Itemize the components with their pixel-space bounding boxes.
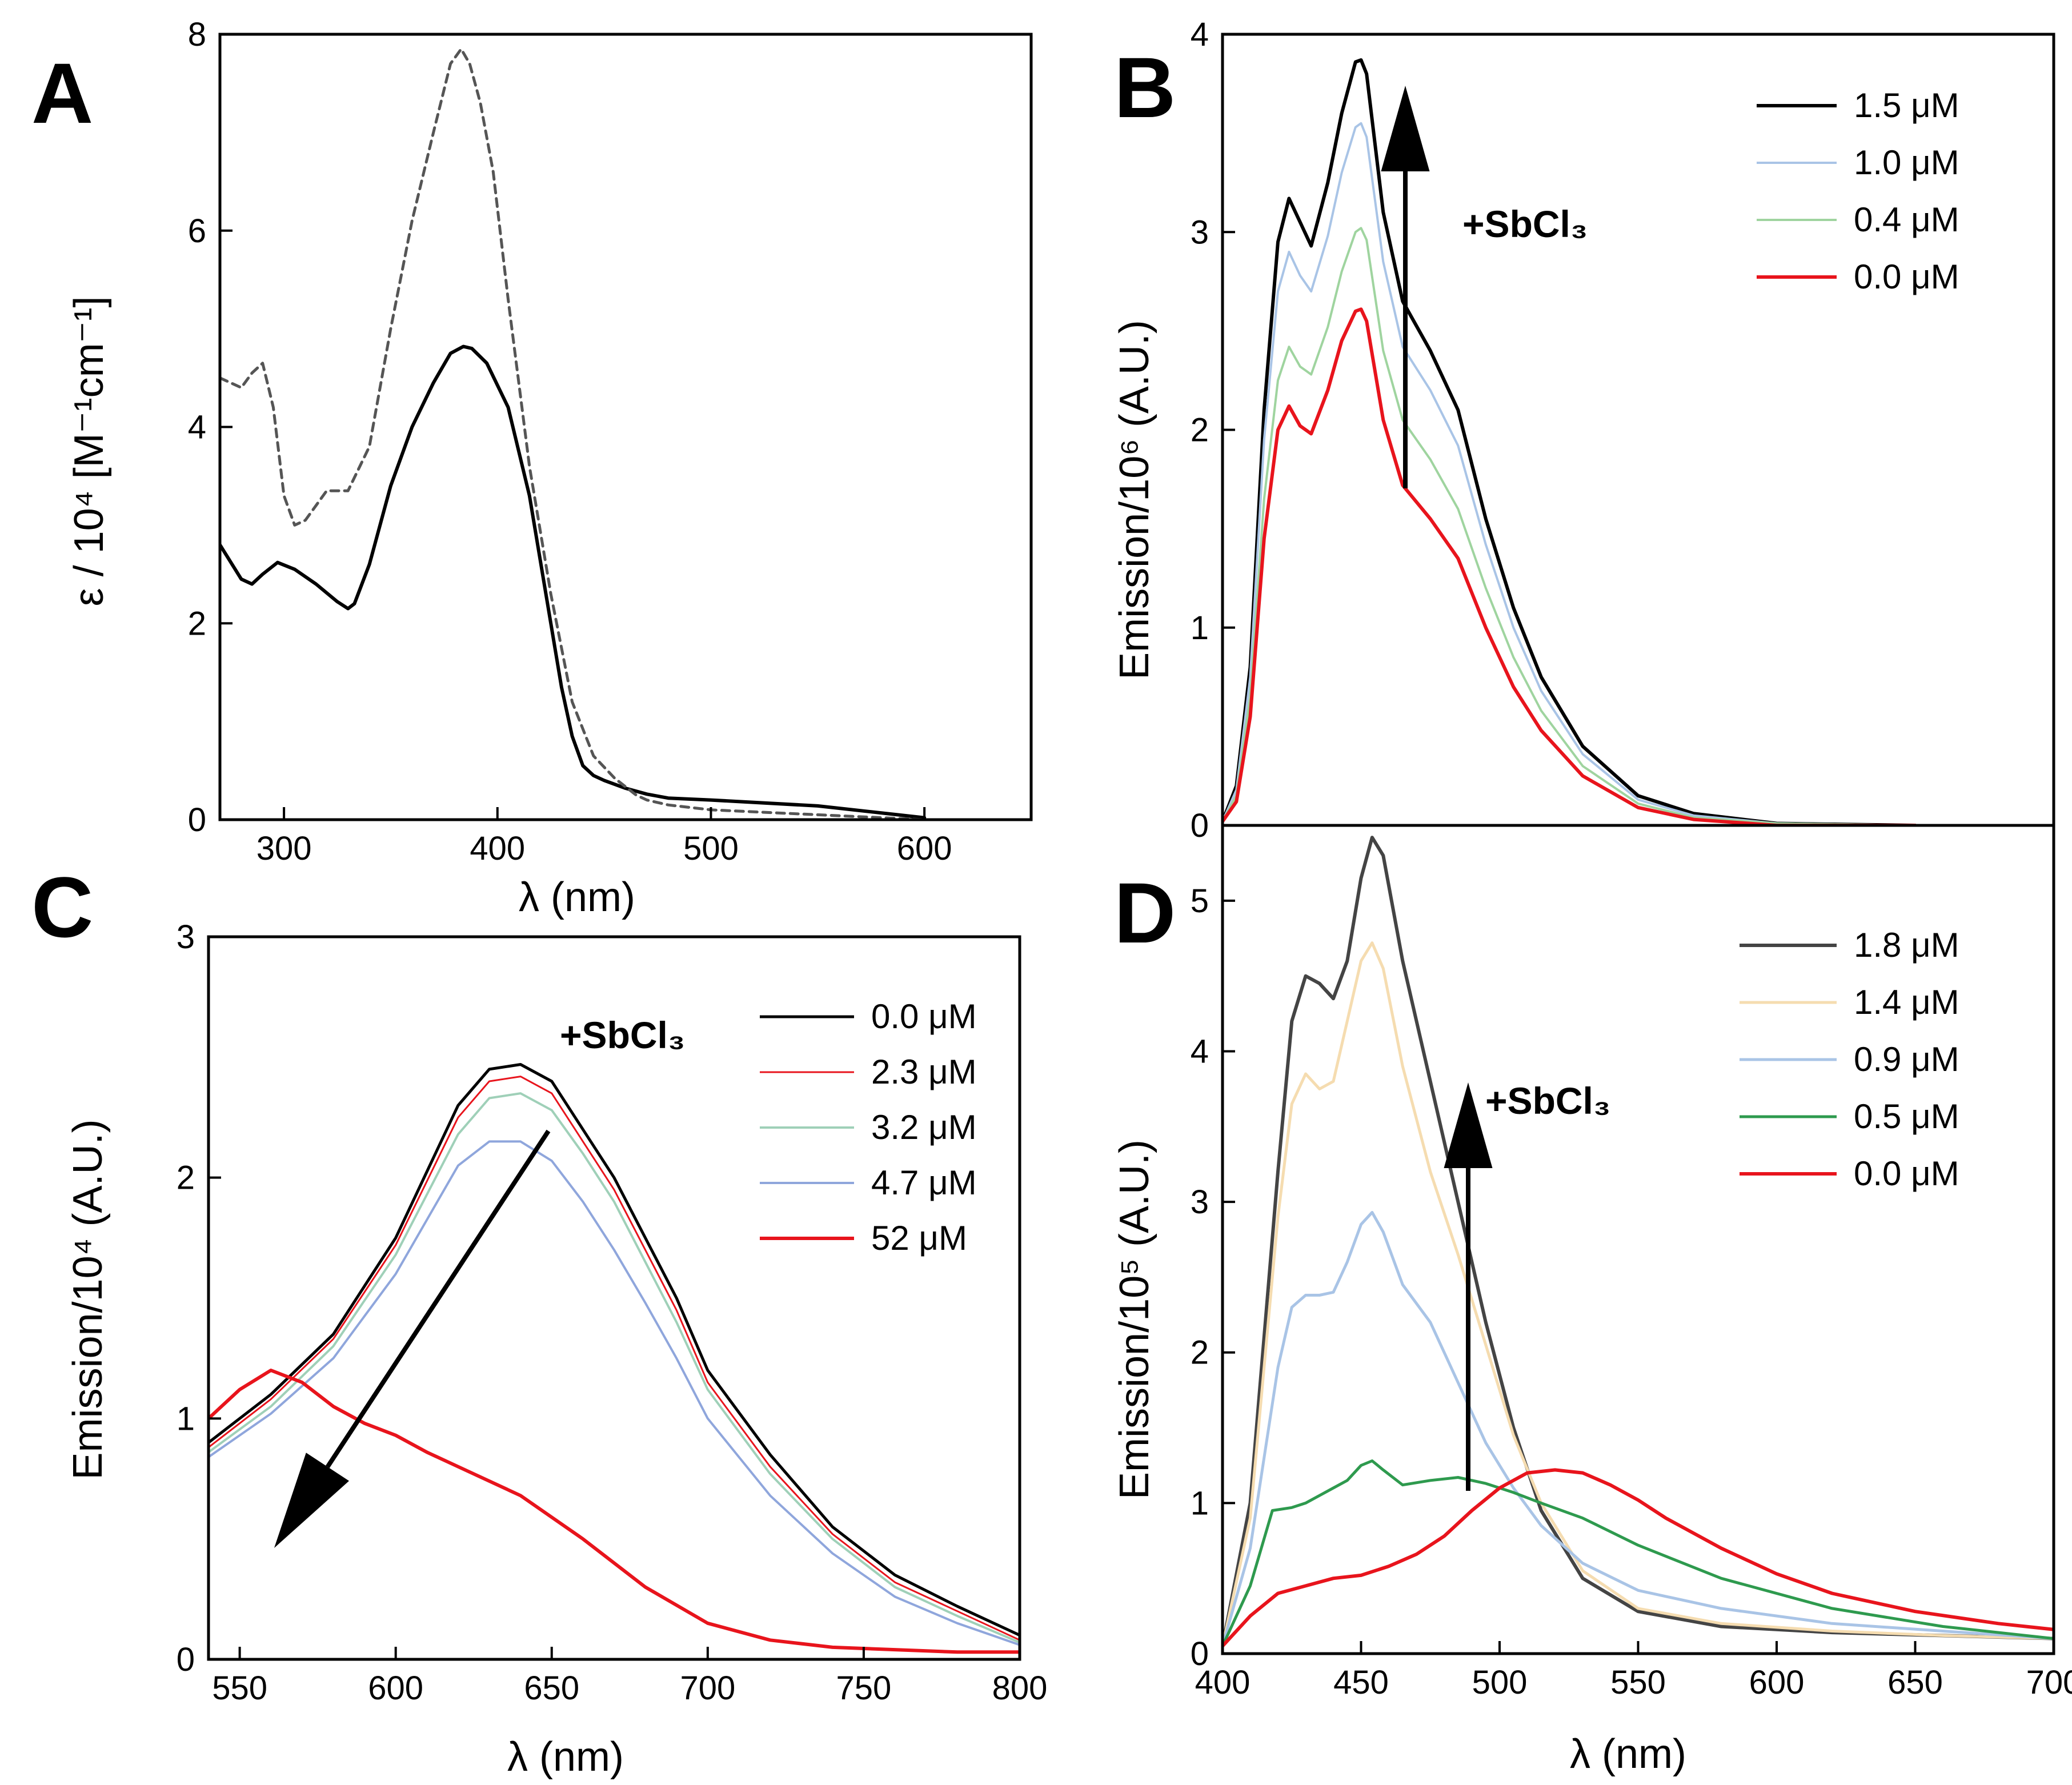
- chart-d-series-2: [1223, 941, 2054, 1648]
- panel-letter-a: A: [31, 45, 93, 141]
- chart-a-xtick-label: 500: [683, 830, 739, 867]
- chart-b-arrow-icon: [1381, 86, 1430, 488]
- chart-b-ytick-label: 2: [1191, 412, 1209, 449]
- panel-letter-c: C: [31, 859, 93, 955]
- chart-a-frame: [218, 33, 1033, 821]
- chart-d-xtick-label: 650: [1887, 1664, 1943, 1701]
- chart-b-series-4: [1223, 307, 1917, 825]
- chart-c-xtick-label: 600: [368, 1670, 423, 1707]
- chart-c-series-1: [209, 1063, 1020, 1637]
- chart-c: 550 600 650 700 750 800 0 1 2 3 0.0 μM 2.3 μM 3.2 μM…: [177, 918, 1048, 1707]
- chart-d-legend-label: 0.0 μM: [1854, 1154, 1959, 1193]
- chart-c-legend-label: 4.7 μM: [871, 1164, 977, 1202]
- chart-c-ytick-label: 3: [177, 918, 195, 956]
- chart-d-legend-label: 0.9 μM: [1854, 1040, 1959, 1078]
- chart-a: 300 400 500 600 0 2 4 6 8: [188, 16, 1033, 867]
- chart-c-series-2: [209, 1076, 1020, 1641]
- chart-d-ytick-label: 5: [1191, 883, 1209, 920]
- chart-c-annotation: +SbCl₃: [560, 1014, 685, 1056]
- chart-c-xtick-label: 800: [992, 1670, 1048, 1707]
- chart-a-series-1: [220, 344, 927, 820]
- chart-c-ylabel: Emission/10⁴ (A.U.): [65, 1119, 111, 1479]
- chart-c-arrow-icon: [274, 1129, 551, 1548]
- chart-d-series-1: [1223, 836, 2054, 1648]
- chart-c-legend-label: 52 μM: [871, 1219, 967, 1257]
- chart-d-arrow-icon: [1444, 1082, 1493, 1491]
- chart-c-plot-area: [209, 1063, 1020, 1654]
- chart-c-xtick-label: 550: [212, 1670, 267, 1707]
- chart-c-series-4: [209, 1140, 1020, 1646]
- chart-d-legend-label: 1.4 μM: [1854, 983, 1959, 1021]
- chart-b-ylabel: Emission/10⁶ (A.U.): [1112, 320, 1157, 680]
- chart-b-legend-label: 1.0 μM: [1854, 143, 1959, 182]
- chart-d-xtick-label: 700: [2026, 1664, 2072, 1701]
- chart-d-ytick-label: 1: [1191, 1485, 1209, 1522]
- chart-a-ytick-label: 8: [188, 16, 206, 53]
- chart-c-xlabel: λ (nm): [507, 1734, 624, 1780]
- chart-a-plot-area: [220, 47, 927, 820]
- chart-a-xlabel: λ (nm): [519, 875, 635, 920]
- chart-d-xtick-label: 550: [1610, 1664, 1666, 1701]
- chart-d-series-4: [1223, 1459, 2054, 1648]
- chart-b-legend-label: 0.4 μM: [1854, 200, 1959, 239]
- chart-d-ytick-label: 0: [1191, 1635, 1209, 1672]
- chart-d-xlabel: λ (nm): [1570, 1731, 1686, 1777]
- chart-d-plot-area: [1223, 836, 2054, 1648]
- chart-c-series-3: [209, 1092, 1020, 1644]
- chart-c-xtick-label: 700: [680, 1670, 735, 1707]
- chart-d-xtick-label: 400: [1195, 1664, 1251, 1701]
- chart-a-xtick-label: 400: [470, 830, 525, 867]
- chart-a-ytick-label: 0: [188, 801, 206, 839]
- chart-d-xtick-label: 500: [1472, 1664, 1528, 1701]
- chart-b-legend-label: 1.5 μM: [1854, 86, 1959, 125]
- chart-c-legend-label: 0.0 μM: [871, 997, 977, 1036]
- chart-c-ytick-label: 1: [177, 1400, 195, 1437]
- chart-b-annotation: +SbCl₃: [1462, 203, 1588, 245]
- chart-b-ytick-label: 3: [1191, 214, 1209, 251]
- chart-d-ytick-label: 2: [1191, 1334, 1209, 1371]
- chart-b-ytick-label: 4: [1191, 16, 1209, 53]
- chart-d-series-3: [1223, 1211, 2054, 1648]
- chart-c-frame: [207, 935, 1021, 1661]
- chart-a-ylabel: ε / 10⁴ [M⁻¹cm⁻¹]: [66, 296, 112, 606]
- chart-d-legend-label: 0.5 μM: [1854, 1097, 1959, 1136]
- chart-d-ytick-label: 3: [1191, 1184, 1209, 1221]
- chart-b: 0 1 2 3 4 1.5 μM 1.0 μM 0.4 μM 0.0 μM: [1191, 16, 2055, 844]
- chart-d-ylabel: Emission/10⁵ (A.U.): [1112, 1140, 1157, 1499]
- chart-d-xtick-label: 450: [1333, 1664, 1389, 1701]
- chart-a-xtick-label: 300: [257, 830, 312, 867]
- chart-c-ytick-label: 0: [177, 1641, 195, 1678]
- chart-c-xtick-label: 750: [836, 1670, 892, 1707]
- chart-b-series-3: [1223, 227, 1917, 825]
- chart-c-legend-label: 2.3 μM: [871, 1053, 977, 1091]
- chart-d-xtick-label: 600: [1749, 1664, 1805, 1701]
- chart-c-series-5: [209, 1369, 1020, 1654]
- chart-d-annotation: +SbCl₃: [1485, 1080, 1610, 1122]
- chart-a-ytick-label: 4: [188, 409, 206, 446]
- chart-b-legend-label: 0.0 μM: [1854, 258, 1959, 296]
- chart-c-xtick-label: 650: [524, 1670, 579, 1707]
- chart-b-ytick-label: 0: [1191, 807, 1209, 844]
- chart-d: 400 450 500 550 600 650 700 0 1 2 3 4 5 1.8 μM 1.4 μM 0…: [1191, 824, 2072, 1701]
- panel-letter-d: D: [1114, 865, 1176, 961]
- chart-c-legend-label: 3.2 μM: [871, 1108, 977, 1146]
- chart-b-series-1: [1223, 58, 1917, 825]
- panel-letter-b: B: [1114, 39, 1176, 135]
- chart-b-ytick-label: 1: [1191, 609, 1209, 647]
- chart-b-series-2: [1223, 122, 1917, 825]
- chart-d-ytick-label: 4: [1191, 1033, 1209, 1070]
- chart-c-ytick-label: 2: [177, 1160, 195, 1197]
- chart-b-plot-area: [1223, 58, 1917, 825]
- chart-d-series-5: [1223, 1468, 2054, 1648]
- chart-d-legend-label: 1.8 μM: [1854, 926, 1959, 964]
- chart-a-ytick-label: 2: [188, 605, 206, 642]
- chart-a-xtick-label: 600: [897, 830, 952, 867]
- chart-a-series-2: [220, 47, 926, 820]
- chart-a-ytick-label: 6: [188, 212, 206, 250]
